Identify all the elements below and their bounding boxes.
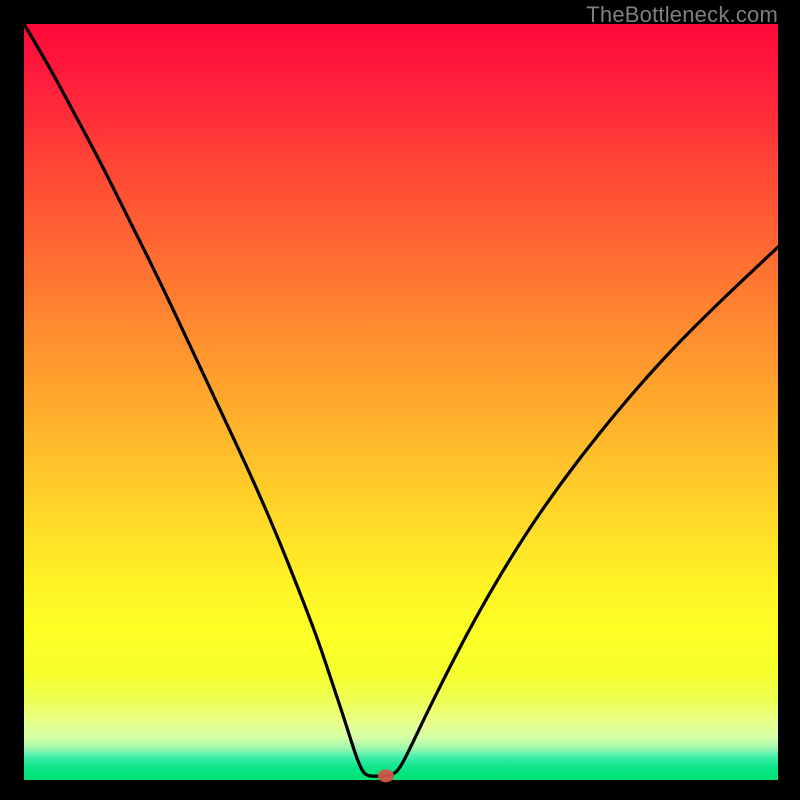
watermark-text: TheBottleneck.com bbox=[586, 2, 778, 28]
plot-area-rect bbox=[24, 24, 778, 780]
chart-frame: TheBottleneck.com bbox=[0, 0, 800, 800]
optimal-point-marker bbox=[378, 769, 394, 782]
chart-svg bbox=[0, 0, 800, 800]
